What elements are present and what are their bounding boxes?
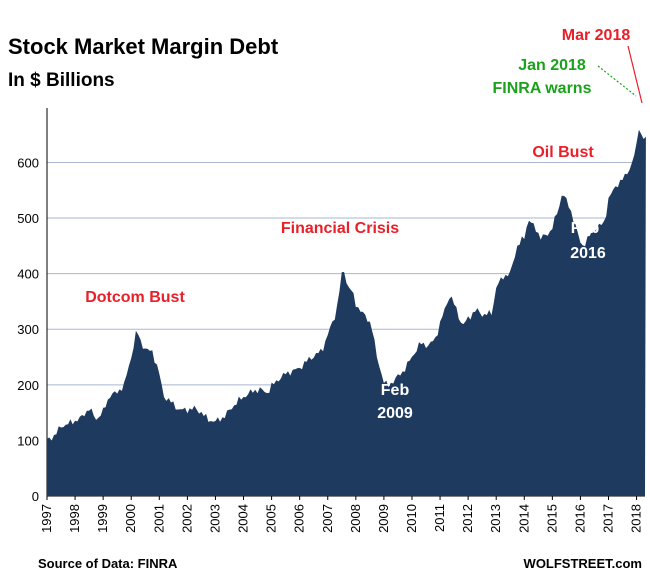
annotation-label: Feb [381,382,410,399]
source-note: Source of Data: FINRA [38,556,178,571]
x-tick-label: 2017 [601,504,616,533]
x-tick-label: 2011 [432,504,447,532]
y-tick-label: 500 [17,211,39,226]
jan-2018-pointer [597,65,637,97]
x-tick-label: 2001 [151,504,166,533]
chart-subtitle: In $ Billions [8,70,115,91]
x-tick-label: 2009 [376,504,391,533]
x-tick-label: 2013 [488,504,503,533]
x-tick-label: 1998 [67,504,82,533]
annotation-label: Feb [571,220,600,237]
annotation-label: Mar 2018 [562,27,631,44]
x-tick-label: 2018 [629,504,644,533]
y-tick-label: 0 [32,489,39,504]
annotation-label: 2009 [377,405,413,422]
x-axis-ticks: 1997 1998 1999 2000 2001 2002 2003 2004 2005 2006… [39,496,644,533]
y-tick-label: 100 [17,433,39,448]
margin-debt-area [47,129,646,497]
x-tick-label: 2005 [264,504,279,533]
x-tick-label: 2012 [460,504,475,533]
annotation-label: Financial Crisis [281,220,399,237]
annotation-label: 2016 [570,245,606,262]
x-tick-label: 2000 [123,504,138,533]
x-tick-label: 2003 [207,504,222,533]
x-tick-label: 2004 [236,504,251,533]
x-tick-label: 2002 [179,504,194,533]
x-tick-label: 1999 [95,504,110,533]
x-tick-label: 2006 [292,504,307,533]
y-tick-label: 200 [17,378,39,393]
mar-2018-pointer [627,45,643,104]
x-tick-label: 2008 [348,504,363,533]
x-tick-label: 2014 [516,504,531,533]
y-tick-label: 400 [17,267,39,282]
x-tick-label: 1997 [39,504,54,533]
y-tick-label: 300 [17,322,39,337]
x-tick-label: 2016 [572,504,587,533]
x-tick-label: 2007 [320,504,335,533]
chart-title: Stock Market Margin Debt [8,34,279,59]
annotations: Dotcom Bust Financial Crisis Feb 2009 Oil Bu… [85,27,643,422]
annotation-label: Dotcom Bust [85,289,185,306]
x-tick-label: 2010 [404,504,419,533]
x-tick-label: 2015 [544,504,559,533]
y-tick-label: 600 [17,155,39,170]
annotation-label: Oil Bust [532,144,594,161]
annotation-label: Jan 2018 [518,57,586,74]
annotation-label: FINRA warns [493,80,592,97]
credit-note: WOLFSTREET.com [523,556,642,571]
y-axis-ticks: 0 100 200 300 400 500 600 [17,155,39,504]
